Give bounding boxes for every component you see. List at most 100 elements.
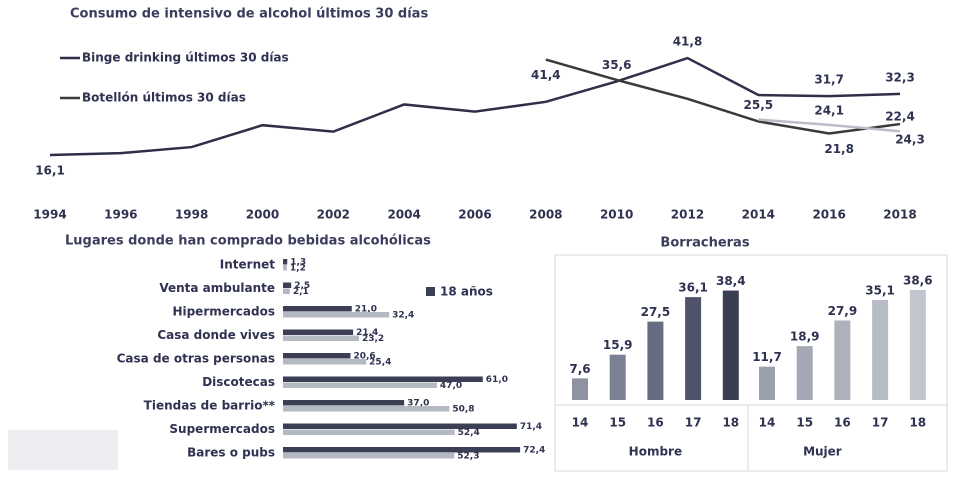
data-label: 41,4 <box>531 68 561 82</box>
bar <box>283 265 287 271</box>
data-label: 1,2 <box>290 264 306 274</box>
category-label: Venta ambulante <box>159 281 275 295</box>
x-tick-label: 2010 <box>600 208 633 222</box>
category-label: Discotecas <box>202 375 275 389</box>
x-tick-label: 2006 <box>458 208 491 222</box>
data-label: 31,7 <box>814 73 844 87</box>
bar <box>283 353 351 359</box>
line <box>758 118 901 133</box>
chart-title: Borracheras <box>660 236 749 251</box>
bar <box>283 376 483 382</box>
logo <box>8 430 118 470</box>
data-label: 41,8 <box>673 35 703 49</box>
bar <box>909 289 926 400</box>
data-label: 24,3 <box>895 133 925 147</box>
bar <box>283 288 290 294</box>
x-tick-label: 17 <box>685 416 702 430</box>
legend-swatch <box>426 287 435 296</box>
bar <box>283 423 517 429</box>
data-label: 11,7 <box>752 350 782 364</box>
bar <box>283 453 455 459</box>
data-label: 36,1 <box>678 281 708 295</box>
data-label: 18,9 <box>790 330 820 344</box>
data-label: 2,1 <box>293 287 309 297</box>
x-tick-label: 2000 <box>246 208 279 222</box>
x-tick-label: 2002 <box>317 208 350 222</box>
bar <box>759 366 775 400</box>
legend-label: Botellón últimos 30 días <box>82 91 246 105</box>
x-tick-label: 15 <box>796 416 813 430</box>
x-tick-label: 1994 <box>33 208 66 222</box>
bar <box>283 306 352 312</box>
bar <box>283 282 292 288</box>
legend-label: Binge drinking últimos 30 días <box>82 51 289 65</box>
data-label: 61,0 <box>486 375 508 385</box>
x-tick-label: 2016 <box>812 208 845 222</box>
data-label: 71,4 <box>520 422 542 432</box>
x-tick-label: 1998 <box>175 208 208 222</box>
data-label: 52,3 <box>457 452 479 462</box>
x-tick-label: 2012 <box>671 208 704 222</box>
data-label: 37,0 <box>407 399 429 409</box>
x-tick-label: 16 <box>647 416 664 430</box>
bar <box>872 299 889 400</box>
bar <box>283 312 390 318</box>
bar <box>283 329 354 335</box>
x-tick-label: 2014 <box>742 208 775 222</box>
data-label: 52,4 <box>458 428 480 438</box>
x-tick-label: 18 <box>722 416 739 430</box>
data-label: 16,1 <box>35 163 65 177</box>
data-label: 21,0 <box>355 305 377 315</box>
bar <box>283 406 450 412</box>
category-label: Tiendas de barrio** <box>144 399 276 413</box>
x-tick-label: 14 <box>572 416 589 430</box>
bar <box>283 259 288 265</box>
data-label: 32,3 <box>885 70 915 84</box>
data-label: 27,9 <box>828 304 858 318</box>
data-label: 2,5 <box>294 281 310 291</box>
data-label: 38,6 <box>903 273 933 287</box>
data-label: 38,4 <box>716 274 746 288</box>
category-label: Hipermercados <box>172 305 275 319</box>
bar <box>283 335 359 341</box>
group-label: Hombre <box>629 445 682 459</box>
category-label: Casa donde vives <box>157 328 275 342</box>
x-tick-label: 2018 <box>883 208 916 222</box>
data-label: 1,3 <box>290 258 306 268</box>
data-label: 15,9 <box>603 338 633 352</box>
bar <box>722 290 739 400</box>
x-tick-label: 16 <box>834 416 851 430</box>
data-label: 21,4 <box>356 328 378 338</box>
line <box>49 56 901 157</box>
data-label: 35,1 <box>865 283 895 297</box>
bar <box>647 321 664 400</box>
data-label: 32,4 <box>392 311 414 321</box>
data-label: 25,5 <box>744 98 774 112</box>
bar <box>283 400 405 406</box>
chart-title: Consumo de intensivo de alcohol últimos … <box>70 7 428 22</box>
x-tick-label: 17 <box>872 416 889 430</box>
data-label: 7,6 <box>569 362 590 376</box>
data-label: 50,8 <box>452 405 474 415</box>
legend-label: 18 años <box>440 285 493 299</box>
category-label: Casa de otras personas <box>117 352 275 366</box>
bar <box>685 297 702 400</box>
category-label: Bares o pubs <box>187 446 275 460</box>
bar <box>609 354 626 400</box>
data-label: 23,2 <box>362 334 384 344</box>
x-tick-label: 15 <box>609 416 626 430</box>
x-tick-label: 14 <box>759 416 776 430</box>
x-tick-label: 2008 <box>529 208 562 222</box>
chart-title: Lugares donde han comprado bebidas alcoh… <box>65 234 431 249</box>
line <box>545 58 901 135</box>
data-label: 21,8 <box>824 142 854 156</box>
bar <box>283 382 437 388</box>
x-tick-label: 18 <box>909 416 926 430</box>
bar <box>283 447 521 453</box>
bar <box>572 378 588 400</box>
category-label: Internet <box>220 258 275 272</box>
data-label: 20,6 <box>353 352 375 362</box>
bar <box>796 346 813 400</box>
bar <box>834 320 851 400</box>
